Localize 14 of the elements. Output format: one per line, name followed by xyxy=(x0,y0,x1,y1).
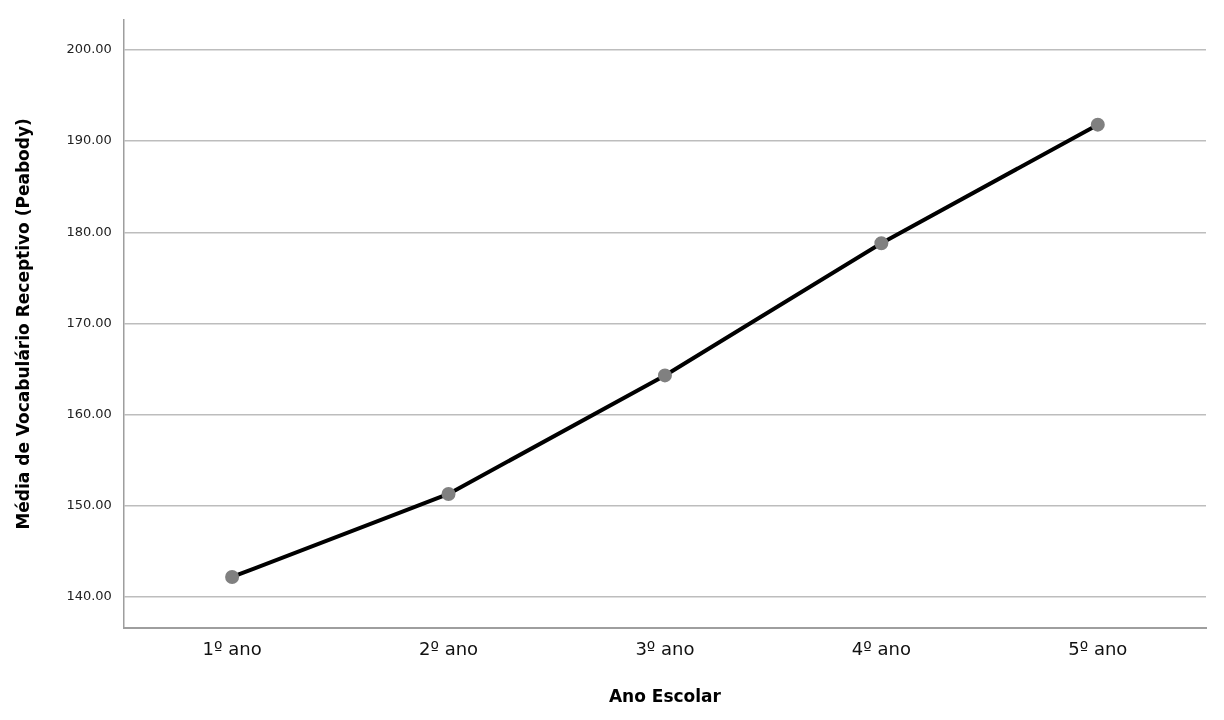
x-tick-label: 2º ano xyxy=(418,638,479,660)
y-tick-label: 200.00 xyxy=(66,41,112,57)
y-tick-label: 150.00 xyxy=(66,497,112,513)
y-tick-label: 160.00 xyxy=(66,406,112,421)
x-tick-label: 3º ano xyxy=(635,638,695,660)
x-tick-label: 4º ano xyxy=(851,638,911,660)
x-axis-title: Ano Escolar xyxy=(608,686,722,707)
y-tick-label: 180.00 xyxy=(66,223,112,239)
x-tick-label: 1º ano xyxy=(202,638,262,660)
y-tick-label: 170.00 xyxy=(66,314,112,330)
x-tick-label: 5º ano xyxy=(1068,638,1128,660)
y-axis-title: Média de Vocabulário Receptivo (Peabody) xyxy=(12,118,33,530)
y-tick-label: 190.00 xyxy=(66,132,112,148)
y-tick-label: 140.00 xyxy=(66,588,112,604)
